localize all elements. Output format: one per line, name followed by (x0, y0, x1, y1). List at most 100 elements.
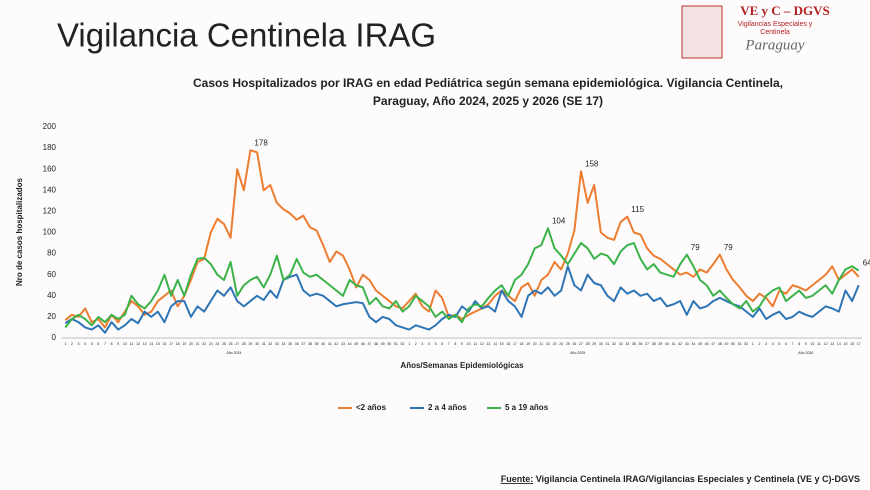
x-tick-label: 27 (235, 342, 239, 346)
x-tick-label: 13 (143, 342, 147, 346)
x-tick-label: 3 (765, 342, 767, 346)
x-tick-label: 40 (321, 342, 325, 346)
x-tick-label: 23 (209, 342, 213, 346)
legend-label: <2 años (356, 403, 387, 412)
x-tick-label: 32 (268, 342, 272, 346)
x-tick-label: 50 (387, 342, 391, 346)
y-tick-label: 20 (47, 312, 56, 321)
series-line (64, 149, 860, 329)
x-tick-label: 5 (435, 342, 437, 346)
x-tick-label: 3 (78, 342, 80, 346)
x-tick-label: 43 (341, 342, 345, 346)
x-tick-label: 10 (123, 342, 127, 346)
x-tick-label: 22 (202, 342, 206, 346)
x-tick-label: 2 (415, 342, 417, 346)
logo: VE y C – DGVS Vigilancias Especiales y C… (681, 3, 830, 59)
year-label: Año 2025 (570, 351, 585, 355)
x-tick-label: 6 (785, 342, 787, 346)
year-label: Año 2024 (226, 351, 241, 355)
x-tick-label: 27 (579, 342, 583, 346)
x-tick-label: 33 (275, 342, 279, 346)
x-tick-label: 18 (520, 342, 524, 346)
x-tick-label: 17 (169, 342, 173, 346)
x-tick-label: 24 (559, 342, 563, 346)
source: Fuente: Vigilancia Centinela IRAG/Vigila… (501, 474, 860, 484)
legend-label: 5 a 19 años (505, 403, 549, 412)
logo-country: Paraguay (744, 37, 805, 53)
y-tick-label: 120 (43, 207, 57, 216)
x-tick-label: 8 (798, 342, 800, 346)
x-tick-label: 37 (645, 342, 649, 346)
legend-label: 2 a 4 años (428, 403, 467, 412)
x-tick-label: 32 (612, 342, 616, 346)
y-tick-label: 100 (43, 228, 57, 237)
x-tick-label: 49 (725, 342, 729, 346)
logo-emblem (681, 5, 723, 59)
x-tick-label: 15 (156, 342, 160, 346)
y-tick-label: 140 (43, 185, 57, 194)
x-tick-label: 2 (759, 342, 761, 346)
x-tick-label: 34 (282, 342, 286, 346)
x-axis-title: Años/Semanas Epidemiológicas (400, 361, 524, 370)
data-label: 64 (863, 259, 870, 268)
y-tick-label: 180 (43, 143, 57, 152)
x-tick-label: 1 (408, 342, 410, 346)
x-tick-label: 38 (308, 342, 312, 346)
y-tick-label: 80 (47, 249, 56, 258)
x-tick-label: 25 (566, 342, 570, 346)
x-tick-label: 1 (64, 342, 66, 346)
x-tick-label: 13 (486, 342, 490, 346)
x-tick-label: 11 (817, 342, 821, 346)
x-tick-label: 2 (71, 342, 73, 346)
x-tick-label: 4 (428, 342, 430, 346)
x-tick-label: 12 (136, 342, 140, 346)
x-tick-label: 52 (744, 342, 748, 346)
x-tick-label: 25 (222, 342, 226, 346)
x-tick-label: 47 (367, 342, 371, 346)
x-tick-label: 49 (381, 342, 385, 346)
x-tick-label: 14 (149, 342, 153, 346)
x-tick-label: 17 (513, 342, 517, 346)
x-tick-label: 40 (665, 342, 669, 346)
y-tick-label: 60 (47, 270, 56, 279)
x-tick-label: 26 (229, 342, 233, 346)
x-tick-label: 31 (606, 342, 610, 346)
x-tick-label: 23 (553, 342, 557, 346)
x-tick-label: 36 (639, 342, 643, 346)
x-tick-label: 31 (262, 342, 266, 346)
logo-title: VE y C – DGVS (740, 3, 830, 18)
x-tick-label: 19 (526, 342, 530, 346)
x-tick-label: 28 (242, 342, 246, 346)
x-tick-label: 46 (361, 342, 365, 346)
x-tick-label: 14 (493, 342, 497, 346)
x-tick-label: 12 (480, 342, 484, 346)
x-tick-label: 15 (844, 342, 848, 346)
x-tick-label: 7 (792, 342, 794, 346)
x-tick-label: 51 (394, 342, 398, 346)
x-tick-label: 16 (506, 342, 510, 346)
x-tick-label: 39 (315, 342, 319, 346)
x-tick-label: 35 (288, 342, 292, 346)
series-line (64, 265, 860, 334)
slide-title: Vigilancia Centinela IRAG (57, 17, 436, 54)
x-tick-label: 36 (295, 342, 299, 346)
x-tick-label: 42 (678, 342, 682, 346)
data-label: 79 (691, 243, 700, 252)
x-tick-label: 11 (130, 342, 134, 346)
x-tick-label: 4 (772, 342, 774, 346)
x-tick-label: 22 (546, 342, 550, 346)
source-label: Fuente: (501, 474, 534, 484)
x-tick-label: 17 (857, 342, 861, 346)
data-label: 178 (254, 138, 268, 147)
x-tick-label: 30 (599, 342, 603, 346)
source-text: Vigilancia Centinela IRAG/Vigilancias Es… (533, 474, 860, 484)
x-tick-label: 7 (104, 342, 106, 346)
x-tick-label: 9 (461, 342, 463, 346)
x-tick-label: 3 (421, 342, 423, 346)
x-tick-label: 7 (448, 342, 450, 346)
x-tick-label: 35 (632, 342, 636, 346)
x-tick-label: 8 (454, 342, 456, 346)
data-label: 115 (631, 205, 644, 214)
x-tick-label: 50 (731, 342, 735, 346)
x-tick-label: 30 (255, 342, 259, 346)
